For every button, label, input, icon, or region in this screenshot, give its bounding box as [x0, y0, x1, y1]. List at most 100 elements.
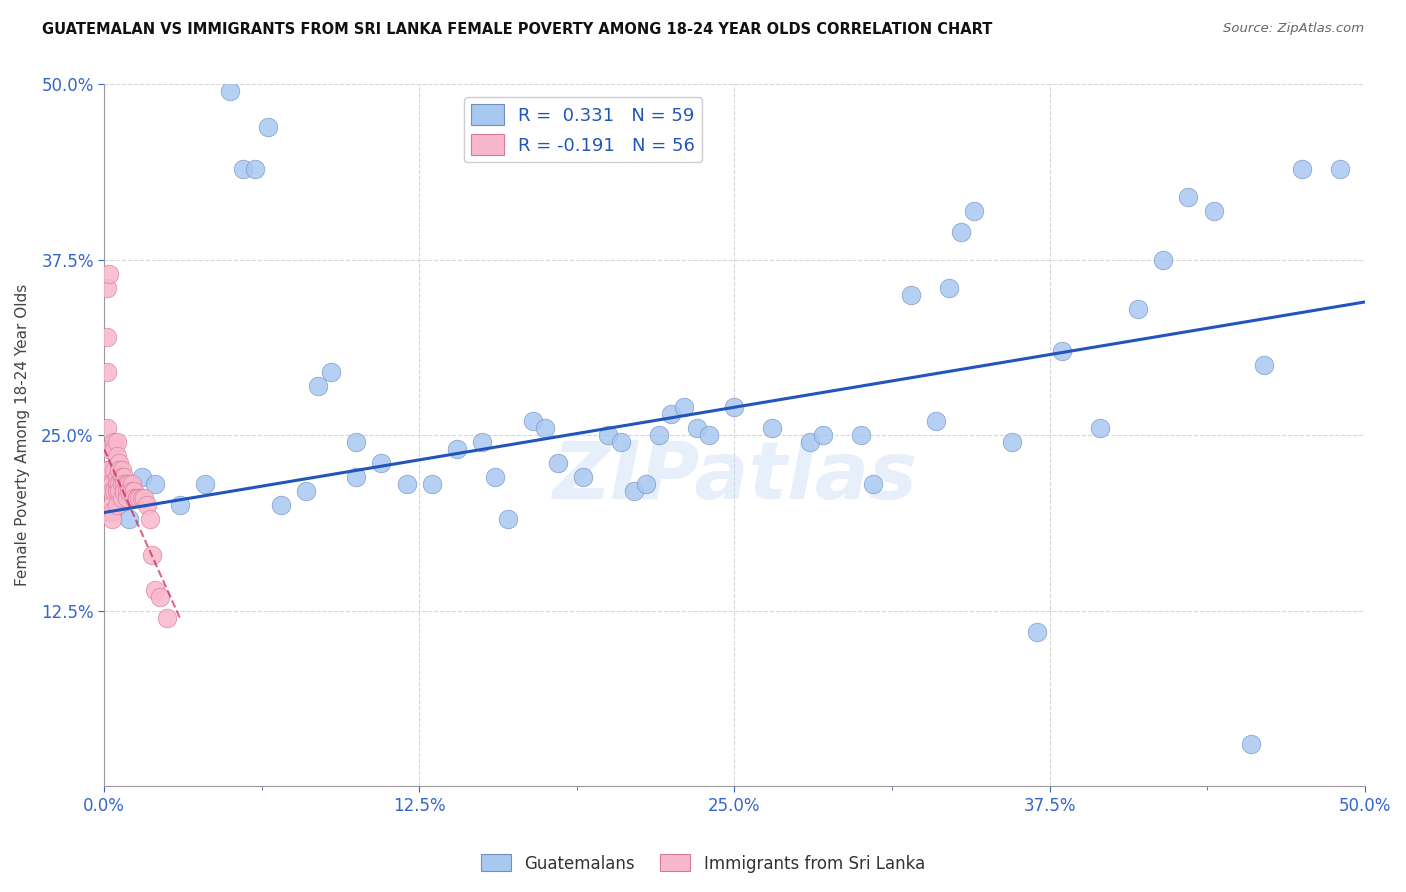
Point [136, 499, 159, 513]
Y-axis label: Female Poverty Among 18-24 Year Olds: Female Poverty Among 18-24 Year Olds [15, 285, 30, 586]
Point [1177, 190, 1199, 204]
Point [112, 470, 135, 484]
Legend: Guatemalans, Immigrants from Sri Lanka: Guatemalans, Immigrants from Sri Lanka [475, 847, 931, 880]
Point [138, 512, 160, 526]
Point [112, 484, 135, 499]
Point [811, 428, 834, 442]
Point [128, 491, 150, 506]
Point [169, 499, 191, 513]
Legend: R =  0.331   N = 59, R = -0.191   N = 56: R = 0.331 N = 59, R = -0.191 N = 56 [464, 97, 703, 162]
Point [100, 506, 122, 520]
Point [1001, 435, 1024, 450]
Point [484, 470, 506, 484]
Point [723, 401, 745, 415]
Point [496, 512, 519, 526]
Point [98, 506, 121, 520]
Point [862, 477, 884, 491]
Point [103, 463, 125, 477]
Point [103, 435, 125, 450]
Point [118, 477, 141, 491]
Point [344, 470, 367, 484]
Point [100, 512, 122, 526]
Point [319, 365, 342, 379]
Point [105, 435, 128, 450]
Point [963, 203, 986, 218]
Point [522, 414, 544, 428]
Text: Source: ZipAtlas.com: Source: ZipAtlas.com [1223, 22, 1364, 36]
Point [1329, 161, 1351, 176]
Point [245, 161, 267, 176]
Point [111, 477, 134, 491]
Point [673, 401, 696, 415]
Point [125, 491, 148, 506]
Point [1126, 301, 1149, 316]
Point [648, 428, 671, 442]
Point [112, 477, 135, 491]
Point [1202, 203, 1225, 218]
Point [636, 477, 658, 491]
Point [950, 225, 973, 239]
Point [100, 477, 122, 491]
Point [105, 450, 128, 464]
Point [108, 484, 131, 499]
Point [105, 484, 128, 499]
Text: GUATEMALAN VS IMMIGRANTS FROM SRI LANKA FEMALE POVERTY AMONG 18-24 YEAR OLDS COR: GUATEMALAN VS IMMIGRANTS FROM SRI LANKA … [42, 22, 993, 37]
Point [1052, 344, 1074, 359]
Point [111, 470, 134, 484]
Point [1240, 737, 1263, 751]
Point [103, 442, 125, 457]
Point [124, 491, 146, 506]
Point [420, 477, 443, 491]
Point [446, 442, 468, 457]
Point [685, 421, 707, 435]
Point [547, 456, 569, 470]
Point [124, 484, 146, 499]
Point [761, 421, 783, 435]
Point [149, 590, 172, 604]
Point [105, 470, 128, 484]
Point [1088, 421, 1111, 435]
Point [143, 582, 166, 597]
Point [141, 548, 163, 562]
Point [105, 484, 128, 499]
Point [697, 428, 720, 442]
Point [96, 281, 118, 295]
Point [105, 499, 128, 513]
Point [232, 161, 254, 176]
Point [270, 499, 292, 513]
Point [938, 281, 960, 295]
Point [610, 435, 633, 450]
Point [121, 484, 143, 499]
Text: ZIPatlas: ZIPatlas [553, 438, 917, 516]
Point [115, 491, 138, 506]
Point [471, 435, 494, 450]
Point [849, 428, 872, 442]
Point [108, 463, 131, 477]
Point [194, 477, 217, 491]
Point [661, 407, 683, 421]
Point [799, 435, 821, 450]
Point [96, 421, 118, 435]
Point [96, 365, 118, 379]
Point [98, 477, 121, 491]
Point [100, 484, 122, 499]
Point [98, 267, 121, 281]
Point [108, 477, 131, 491]
Point [370, 456, 392, 470]
Point [219, 85, 242, 99]
Point [125, 491, 148, 506]
Point [134, 491, 156, 506]
Point [534, 421, 557, 435]
Point [118, 484, 141, 499]
Point [623, 484, 645, 499]
Point [108, 456, 131, 470]
Point [295, 484, 318, 499]
Point [257, 120, 280, 134]
Point [96, 330, 118, 344]
Point [308, 379, 330, 393]
Point [131, 470, 153, 484]
Point [1152, 252, 1174, 267]
Point [98, 463, 121, 477]
Point [98, 442, 121, 457]
Point [143, 477, 166, 491]
